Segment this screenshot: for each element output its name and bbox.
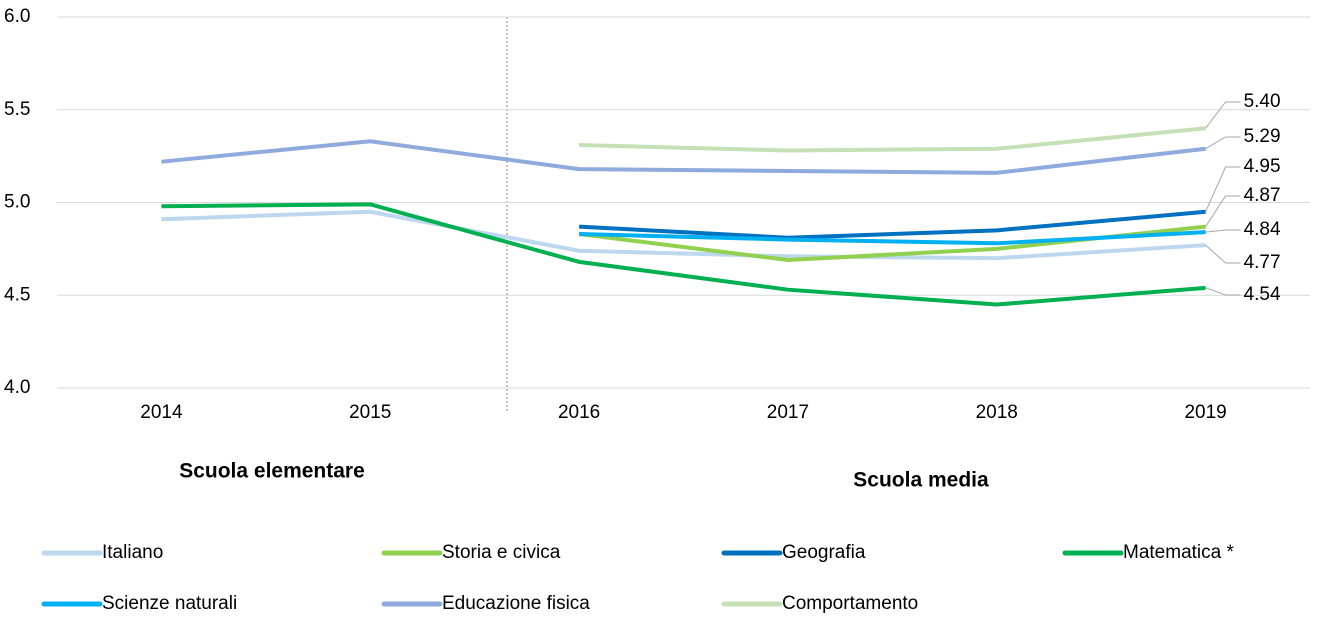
legend-label: Educazione fisica <box>442 593 590 614</box>
y-tick-label: 4.0 <box>4 377 30 398</box>
data-label: 4.54 <box>1244 284 1281 305</box>
series-line <box>161 139 1206 175</box>
annotation: Scuola elementare <box>179 460 365 483</box>
leader-line <box>1205 287 1241 296</box>
series-line <box>161 209 1206 261</box>
leader-line <box>1205 195 1241 227</box>
x-tick-label: 2015 <box>349 402 391 423</box>
series-line <box>579 126 1206 153</box>
annotation: Scuola media <box>853 469 989 492</box>
legend-label: Scienze naturali <box>102 593 237 614</box>
data-label: 4.84 <box>1244 219 1281 240</box>
y-tick-label: 4.5 <box>4 284 30 305</box>
data-label: 4.87 <box>1244 185 1281 206</box>
legend-label: Storia e civica <box>442 542 561 563</box>
y-tick-label: 6.0 <box>4 6 30 27</box>
data-label: 5.29 <box>1244 126 1281 147</box>
legend-label: Italiano <box>102 542 163 563</box>
legend-label: Geografia <box>782 542 866 563</box>
data-label: 4.95 <box>1244 156 1281 177</box>
x-tick-label: 2014 <box>140 402 183 423</box>
y-tick-label: 5.0 <box>4 192 30 213</box>
leader-line <box>1205 166 1241 212</box>
leader-line <box>1205 229 1241 233</box>
leader-line <box>1205 244 1241 264</box>
series-line <box>579 230 1206 246</box>
x-tick-label: 2017 <box>767 402 809 423</box>
x-tick-label: 2018 <box>976 402 1018 423</box>
leader-line <box>1205 136 1241 150</box>
x-tick-label: 2019 <box>1184 402 1226 423</box>
leader-line <box>1205 101 1241 129</box>
series-line <box>161 202 1206 307</box>
x-tick-label: 2016 <box>558 402 600 423</box>
legend-label: Comportamento <box>782 593 918 614</box>
series-line <box>578 209 1206 240</box>
y-tick-label: 5.5 <box>4 99 30 120</box>
data-label: 5.40 <box>1244 91 1281 112</box>
data-label: 4.77 <box>1244 252 1281 273</box>
legend-label: Matematica * <box>1123 542 1234 563</box>
